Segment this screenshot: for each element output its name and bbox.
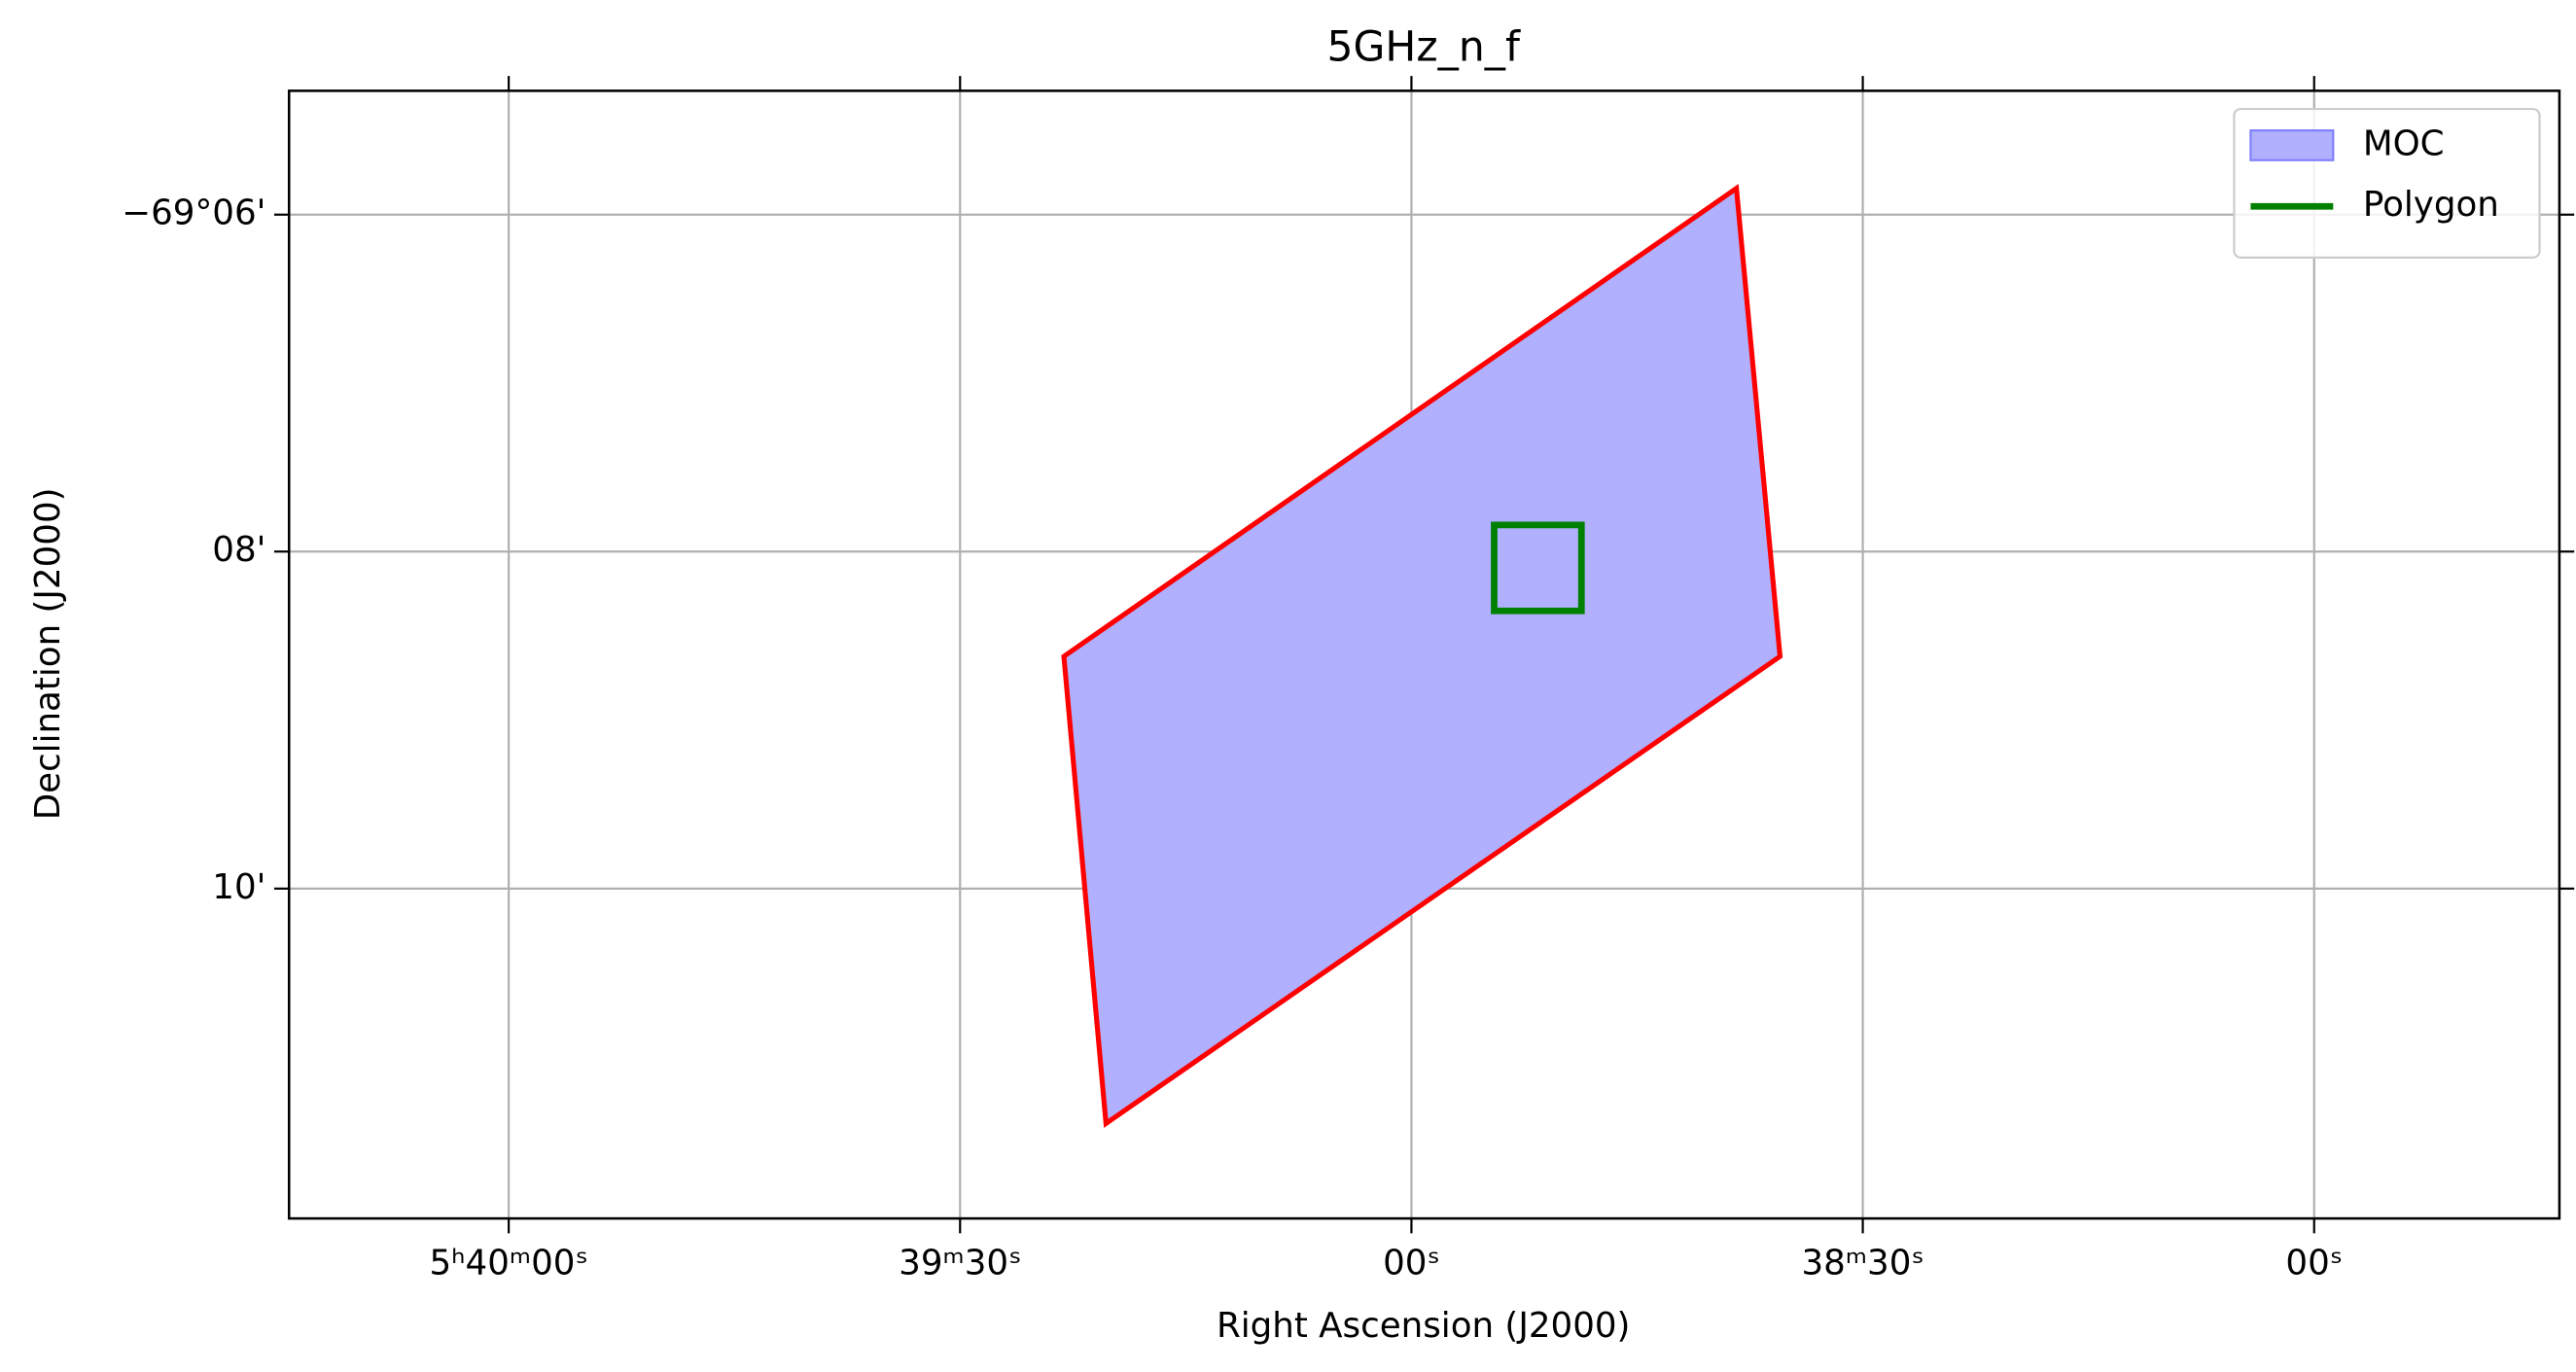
y-tick-label: −69°06' [122, 193, 265, 233]
polygon-outline [1491, 521, 1585, 615]
y-axis-label: Declination (J2000) [28, 487, 68, 820]
x-tick-label: 39ᵐ30ˢ [899, 1244, 1021, 1284]
moc-region [1061, 184, 1783, 1128]
legend-label: MOC [2363, 123, 2445, 163]
legend-swatch [2249, 129, 2335, 161]
x-tick-label: 5ʰ40ᵐ00ˢ [429, 1244, 587, 1284]
x-tick-label: 00ˢ [2285, 1244, 2343, 1284]
legend-label: Polygon [2363, 185, 2499, 225]
x-tick-label: 38ᵐ30ˢ [1801, 1244, 1923, 1284]
plot-frame [287, 89, 2561, 1220]
chart-title: 5GHz_n_f [1327, 23, 1521, 71]
x-tick-label: 00ˢ [1383, 1244, 1440, 1284]
y-tick-label: 10' [212, 867, 265, 907]
x-axis-label: Right Ascension (J2000) [1217, 1306, 1630, 1346]
y-tick-label: 08' [212, 530, 265, 570]
